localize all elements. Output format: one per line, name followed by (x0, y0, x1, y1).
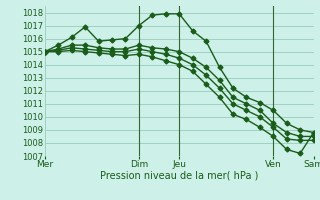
X-axis label: Pression niveau de la mer( hPa ): Pression niveau de la mer( hPa ) (100, 171, 258, 181)
